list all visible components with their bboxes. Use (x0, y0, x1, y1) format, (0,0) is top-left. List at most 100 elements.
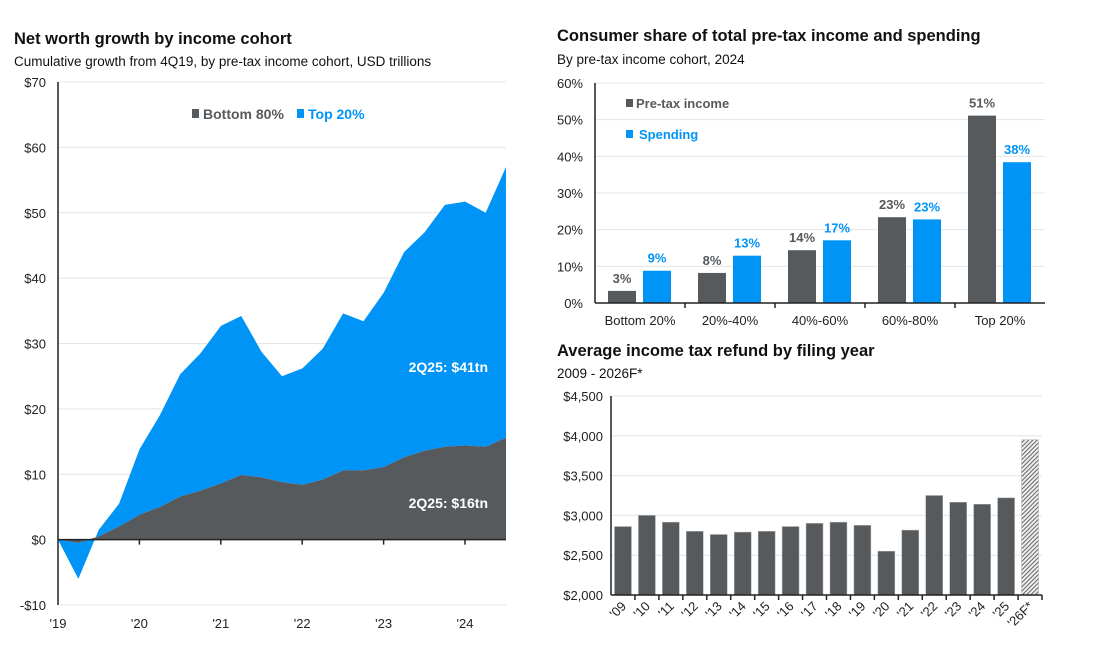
bar (829, 521, 848, 596)
area-bottom-80 (58, 437, 506, 543)
legend-swatch-pre-tax-income (626, 99, 633, 107)
tax-refund-title: Average income tax refund by filing year (557, 342, 875, 360)
y-tick-label: $2,500 (563, 548, 603, 563)
bar (710, 534, 728, 596)
x-tick-label: '10 (630, 599, 653, 622)
bar (949, 502, 967, 596)
x-tick-label: '11 (655, 599, 677, 621)
legend-label-pre-tax-income: Pre-tax income (636, 96, 729, 111)
legend-swatch-top-20 (297, 109, 304, 118)
bar-forecast (1021, 439, 1039, 596)
y-tick-label: -$10 (20, 598, 46, 613)
x-tick-label: '15 (750, 599, 773, 622)
x-tick-label: Top 20% (975, 313, 1026, 328)
data-label: 8% (703, 253, 722, 268)
data-label: 23% (914, 199, 940, 214)
y-tick-label: $60 (24, 140, 46, 155)
x-tick-label: '26F* (1004, 599, 1036, 631)
bar-pre-tax-income (698, 272, 726, 303)
x-tick-label: '23 (942, 599, 965, 622)
y-tick-label: 10% (557, 259, 583, 274)
y-tick-label: $0 (32, 533, 46, 548)
data-label: 14% (789, 230, 815, 245)
x-tick-label: 40%-60% (792, 313, 849, 328)
x-tick-label: '22 (918, 599, 941, 622)
x-tick-label: '19 (846, 599, 869, 622)
bar (614, 526, 632, 596)
x-tick-label: 20%-40% (702, 313, 759, 328)
legend-swatch-bottom-80 (192, 109, 199, 118)
bar-spending (1003, 162, 1031, 303)
x-tick-label: '22 (294, 616, 311, 631)
y-tick-label: 40% (557, 149, 583, 164)
x-tick-label: '12 (678, 599, 701, 622)
y-tick-label: $30 (24, 337, 46, 352)
y-tick-label: $3,000 (563, 508, 603, 523)
x-tick-label: '18 (822, 599, 845, 622)
consumer-share-subtitle: By pre-tax income cohort, 2024 (557, 52, 745, 67)
y-tick-label: $4,500 (563, 389, 603, 404)
x-tick-label: '21 (894, 599, 917, 622)
bar (901, 529, 920, 596)
bar-spending (913, 219, 941, 303)
data-label: 38% (1004, 142, 1030, 157)
bar-spending (643, 270, 671, 303)
y-tick-label: $70 (24, 75, 46, 90)
tax-refund-subtitle: 2009 - 2026F* (557, 366, 643, 381)
x-tick-label: '24 (966, 599, 989, 622)
y-tick-label: $50 (24, 206, 46, 221)
bar (638, 515, 656, 596)
data-label: 13% (734, 236, 760, 251)
y-tick-label: $4,000 (563, 429, 603, 444)
bar (853, 525, 872, 596)
bar (973, 504, 991, 596)
data-label: 17% (824, 220, 850, 235)
bar (877, 550, 896, 596)
net-worth-subtitle: Cumulative growth from 4Q19, by pre-tax … (14, 54, 431, 69)
legend-swatch-spending (626, 130, 633, 138)
bar-pre-tax-income (878, 217, 906, 303)
bar-pre-tax-income (968, 115, 996, 303)
y-tick-label: $2,000 (563, 588, 603, 603)
annotation-top-20: 2Q25: $41tn (409, 359, 488, 375)
y-tick-label: $40 (24, 271, 46, 286)
y-tick-label: 30% (557, 186, 583, 201)
bar (781, 526, 800, 596)
annotation-bottom-80: 2Q25: $16tn (409, 495, 488, 511)
bar (686, 531, 704, 596)
bar (733, 531, 752, 596)
x-tick-label: '16 (774, 599, 797, 622)
y-tick-label: $10 (24, 467, 46, 482)
y-tick-label: 60% (557, 76, 583, 91)
legend-label-bottom-80: Bottom 80% (203, 106, 284, 122)
bar (997, 497, 1015, 596)
x-tick-label: '14 (726, 599, 749, 622)
x-tick-label: '21 (212, 616, 229, 631)
net-worth-title: Net worth growth by income cohort (14, 30, 292, 48)
x-tick-label: '17 (798, 599, 821, 622)
bar-pre-tax-income (788, 250, 816, 303)
legend-label-top-20: Top 20% (308, 106, 365, 122)
net-worth-chart: -$10 $0 $10 $20 $30 $40 $50 $60 $70 '19 '20 '21 '22 '… (20, 75, 506, 631)
y-tick-label: $20 (24, 402, 46, 417)
bar (805, 523, 824, 596)
x-tick-label: '09 (606, 599, 629, 622)
data-label: 9% (648, 251, 667, 266)
legend-label-spending: Spending (639, 127, 698, 142)
bar-spending (823, 240, 851, 303)
y-tick-label: $3,500 (563, 469, 603, 484)
bar (757, 531, 776, 596)
consumer-share-title: Consumer share of total pre-tax income a… (557, 27, 981, 45)
y-tick-label: 50% (557, 113, 583, 128)
data-label: 3% (613, 271, 632, 286)
x-tick-label: Bottom 20% (605, 313, 676, 328)
bar (925, 495, 943, 596)
bar (662, 521, 680, 596)
y-tick-label: 0% (564, 296, 583, 311)
y-tick-label: 20% (557, 223, 583, 238)
consumer-share-chart: 0% 10% 20% 30% 40% 50% 60% 3% 9% Bottom 20% 8% 13% 2… (557, 76, 1045, 328)
x-tick-label: '20 (131, 616, 148, 631)
data-label: 51% (969, 96, 995, 111)
tax-refund-chart: $2,000$2,500$3,000$3,500$4,000$4,500'09 '… (563, 389, 1043, 631)
